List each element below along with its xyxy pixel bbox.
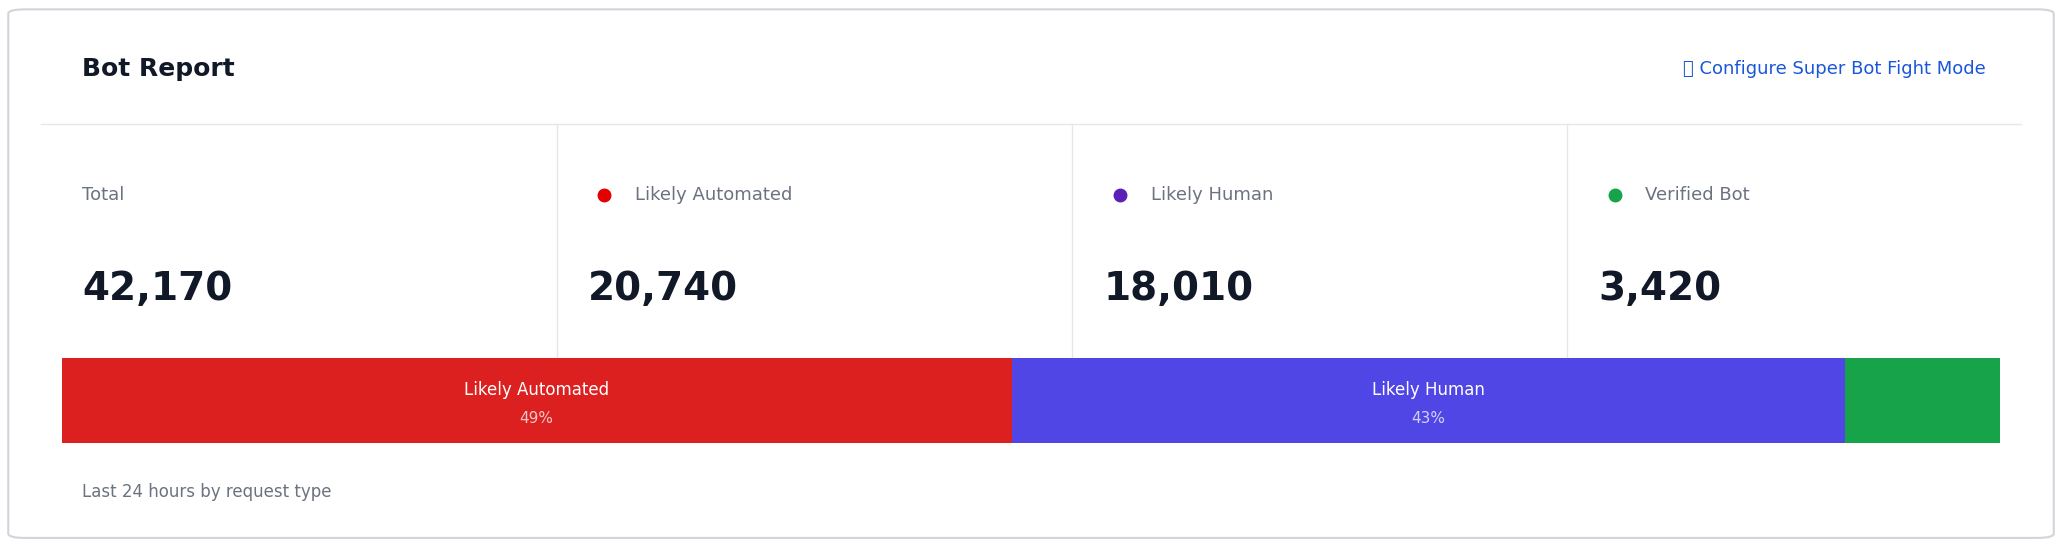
Text: 20,740: 20,740 [588,270,738,308]
Text: Verified Bot: Verified Bot [1645,186,1751,204]
Text: Bot Report: Bot Report [82,57,235,81]
Text: 42,170: 42,170 [82,270,233,308]
Text: 🔧 Configure Super Bot Fight Mode: 🔧 Configure Super Bot Fight Mode [1683,60,1986,78]
Text: 43%: 43% [1410,411,1445,426]
FancyBboxPatch shape [8,9,2054,538]
Text: Likely Automated: Likely Automated [635,186,792,204]
Text: Likely Automated: Likely Automated [464,381,608,399]
Text: 18,010: 18,010 [1103,270,1254,308]
FancyBboxPatch shape [1012,358,1845,443]
Text: Last 24 hours by request type: Last 24 hours by request type [82,483,332,501]
Text: Likely Human: Likely Human [1151,186,1272,204]
Text: Total: Total [82,186,126,204]
FancyBboxPatch shape [62,358,1012,443]
Text: 3,420: 3,420 [1598,270,1722,308]
Text: Likely Human: Likely Human [1371,381,1485,399]
Text: 49%: 49% [520,411,555,426]
FancyBboxPatch shape [1845,358,2000,443]
